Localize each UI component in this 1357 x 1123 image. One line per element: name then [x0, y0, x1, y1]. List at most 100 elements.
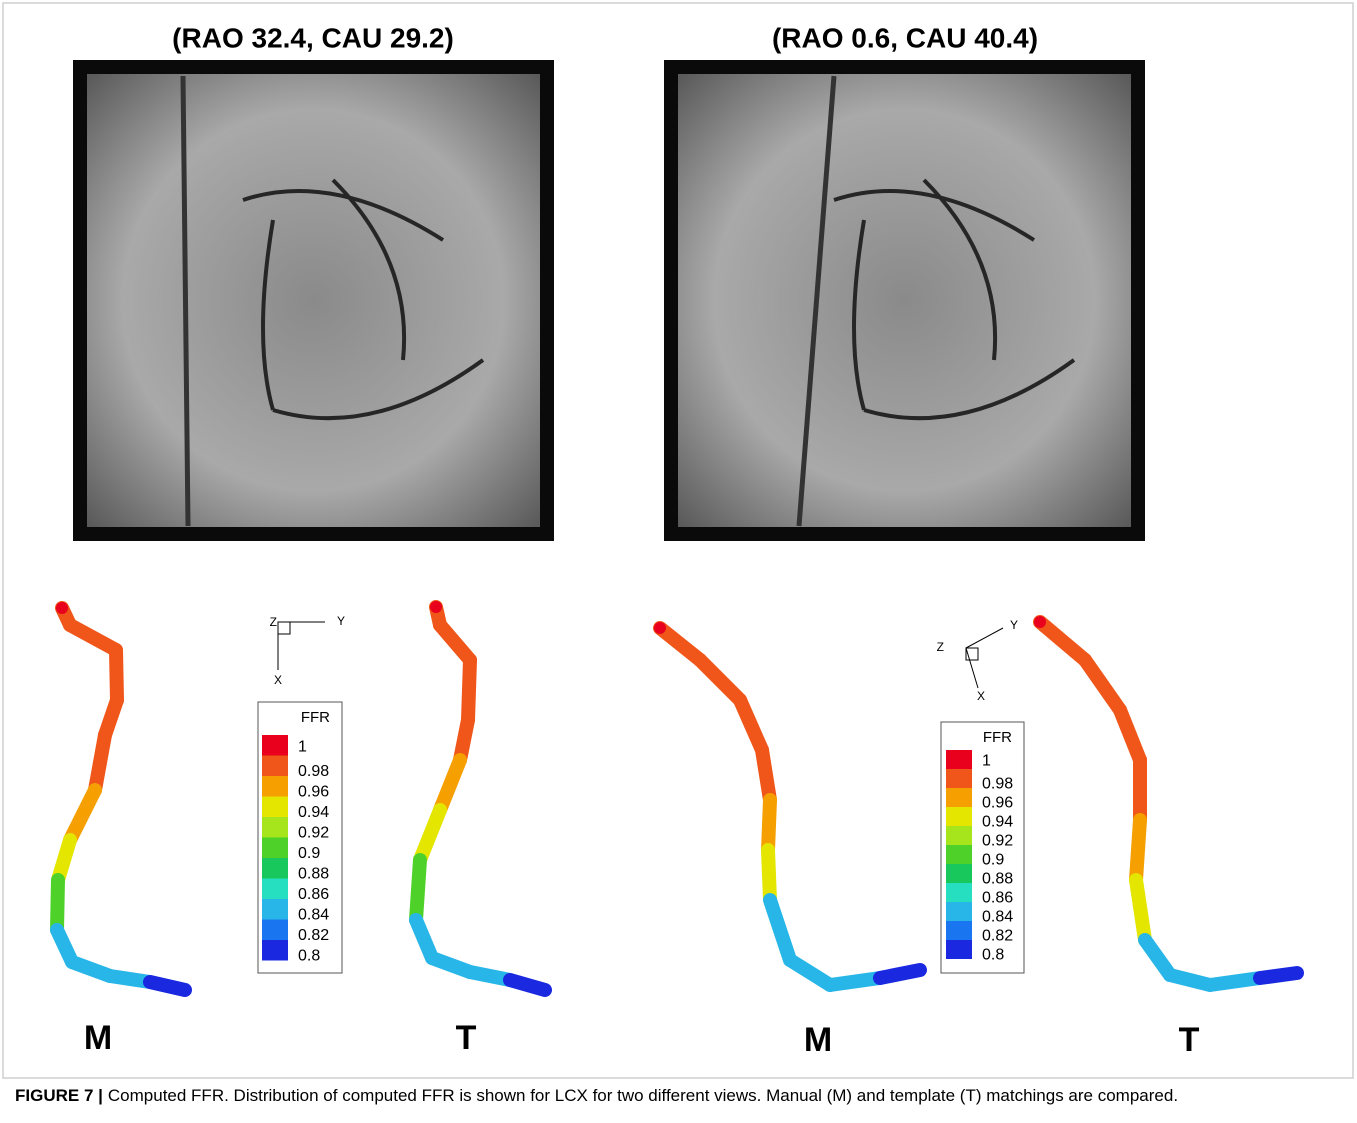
vessel-segment: [1078, 653, 1127, 717]
legend-swatch: [946, 769, 972, 788]
vessel-segment: [1129, 813, 1147, 887]
legend-label: 0.92: [982, 833, 1013, 850]
legend-swatch: [262, 755, 288, 776]
vessel-segment: [761, 843, 777, 907]
model-label: M: [804, 1021, 832, 1059]
legend-label: 1: [982, 753, 991, 770]
legend-swatch: [262, 837, 288, 858]
caption-text: Computed FFR. Distribution of computed F…: [108, 1086, 1178, 1105]
legend-swatch: [946, 940, 972, 959]
legend-label: 0.82: [298, 927, 329, 944]
model-label: T: [1179, 1021, 1200, 1059]
legend-title: FFR: [983, 729, 1012, 746]
legend-label: 0.96: [982, 795, 1013, 812]
axis-z-box: [965, 647, 979, 661]
legend-swatch: [262, 776, 288, 797]
legend-label: 0.92: [298, 824, 329, 841]
artery: [833, 189, 1036, 242]
legend-swatch: [262, 735, 288, 756]
vessel-segment: [433, 753, 467, 817]
legend-label: 0.98: [982, 776, 1013, 793]
legend-label: 0.86: [298, 886, 329, 903]
axis-label: Y: [1010, 618, 1018, 632]
panel-title: (RAO 32.4, CAU 29.2): [172, 22, 454, 53]
vessel-segment: [1113, 703, 1147, 767]
legend-label: 0.94: [298, 804, 329, 821]
vessel-segment: [763, 893, 797, 967]
vessel-segment: [63, 783, 102, 847]
axis-label: X: [977, 689, 985, 703]
vessel-segment: [653, 621, 707, 667]
legend-swatch: [946, 921, 972, 940]
artery: [331, 178, 407, 361]
catheter: [180, 75, 191, 527]
legend-label: 0.84: [982, 909, 1013, 926]
artery: [272, 358, 485, 421]
legend-label: 0.88: [298, 865, 329, 882]
artery: [852, 219, 866, 411]
artery: [863, 358, 1076, 421]
artery: [261, 219, 275, 411]
legend-swatch: [946, 883, 972, 902]
vessel-segment: [733, 693, 769, 757]
legend-swatch: [946, 807, 972, 826]
legend-label: 0.82: [982, 928, 1013, 945]
legend-label: 0.84: [298, 906, 329, 923]
legend-label: 0.96: [298, 783, 329, 800]
legend-label: 0.8: [298, 947, 320, 964]
artery: [242, 189, 445, 242]
legend-swatch: [946, 845, 972, 864]
legend-swatch: [262, 796, 288, 817]
vessel-segment: [1138, 933, 1177, 982]
legend-swatch: [262, 919, 288, 940]
artery: [922, 178, 998, 361]
vessel-segment: [143, 975, 192, 997]
legend-swatch: [262, 878, 288, 899]
vessel-segment: [88, 728, 112, 797]
panel-title: (RAO 0.6, CAU 40.4): [772, 22, 1038, 53]
vessel-inlet: [1034, 616, 1046, 628]
legend-swatch: [946, 902, 972, 921]
vessel-inlet: [430, 601, 442, 613]
legend-swatch: [262, 817, 288, 838]
legend-swatch: [946, 826, 972, 845]
vessel-segment: [873, 963, 927, 985]
catheter: [796, 75, 837, 527]
vessel-segment: [461, 653, 477, 727]
legend-swatch: [946, 750, 972, 769]
vessel-segment: [1203, 971, 1267, 992]
axis-label: Z: [270, 615, 277, 629]
legend-label: 0.98: [298, 763, 329, 780]
legend-label: 0.9: [982, 852, 1004, 869]
vessel-inlet: [654, 622, 666, 634]
vessel-segment: [1253, 966, 1304, 985]
angiogram: [87, 74, 540, 527]
vessel-segment: [433, 618, 477, 667]
legend-swatch: [262, 899, 288, 920]
vessel-segment: [503, 973, 552, 997]
vessel-inlet: [56, 602, 68, 614]
legend-title: FFR: [301, 709, 330, 726]
axis-label: Y: [337, 614, 345, 628]
legend-swatch: [946, 788, 972, 807]
model-label: M: [84, 1019, 112, 1057]
vessel-segment: [413, 803, 447, 867]
model-label: T: [456, 1019, 477, 1057]
axis-label: Z: [937, 640, 944, 654]
vessel-segment: [109, 643, 124, 707]
axis-y: [965, 627, 1004, 649]
vessel-segment: [761, 793, 777, 857]
vessel-segment: [823, 971, 887, 992]
legend-label: 1: [298, 738, 307, 755]
vessel-segment: [409, 853, 427, 927]
vessel-segment: [1033, 615, 1092, 667]
legend-label: 0.9: [298, 845, 320, 862]
angiogram: [678, 74, 1131, 527]
legend-label: 0.8: [982, 947, 1004, 964]
legend-swatch: [262, 858, 288, 879]
caption-label: FIGURE 7 |: [15, 1086, 103, 1105]
vessel-segment: [1129, 873, 1152, 947]
legend-swatch: [946, 864, 972, 883]
